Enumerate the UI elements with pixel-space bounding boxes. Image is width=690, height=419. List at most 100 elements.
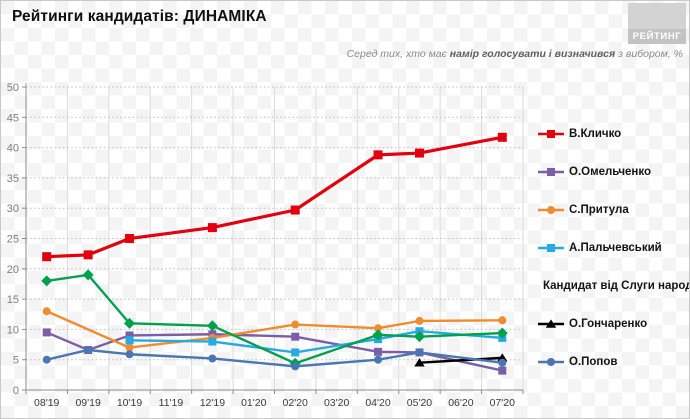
series-line: [46, 331, 503, 372]
legend-marker-triangle-icon: [538, 319, 564, 328]
data-point-marker: [291, 332, 300, 341]
subtitle-prefix: Серед тих, хто має: [346, 48, 450, 60]
series-line: [46, 273, 503, 365]
x-tick-label: 08'19: [34, 397, 60, 409]
legend-label: С.Притула: [569, 204, 629, 216]
series-line: [419, 356, 503, 364]
series-line: [129, 330, 503, 354]
series-0: [42, 132, 507, 262]
logo-label: РЕЙТИНГ: [632, 30, 682, 42]
y-tick-label: 15: [7, 294, 19, 306]
y-tick-label: 25: [7, 234, 19, 246]
data-point-marker: [125, 331, 134, 340]
subtitle-suffix: з вибором, %: [615, 48, 683, 60]
data-point-marker: [206, 320, 218, 332]
series-line: [46, 348, 503, 368]
chart-subtitle: Серед тих, хто має намір голосувати і ви…: [347, 48, 683, 60]
data-point-marker: [42, 252, 52, 262]
data-point-marker: [290, 205, 300, 215]
x-tick-label: 05'20: [407, 397, 433, 409]
data-point-marker: [372, 329, 384, 341]
data-point-marker: [125, 350, 134, 359]
chart-legend: В.Кличко О.Омельченко С.Притула А.Пальчевсь…: [538, 115, 690, 381]
data-point-marker: [125, 234, 135, 243]
data-point-marker: [498, 316, 507, 325]
rating-group-logo: РЕЙТИНГ: [628, 3, 686, 44]
data-point-marker: [125, 336, 134, 345]
y-tick-label: 50: [7, 82, 19, 94]
data-point-marker: [83, 250, 93, 260]
data-point-marker: [208, 354, 217, 363]
data-point-marker: [42, 307, 51, 316]
legend-label: В.Кличко: [569, 128, 622, 140]
data-point-marker: [374, 324, 383, 333]
legend-label: О.Попов: [569, 356, 618, 368]
x-tick-label: 07'20: [490, 397, 516, 409]
data-point-marker: [374, 347, 383, 356]
series-2: [42, 307, 507, 352]
data-point-marker: [207, 223, 217, 233]
legend-marker-square-icon: [538, 244, 564, 252]
legend-label: Кандидат від Слуги народу: [543, 280, 690, 292]
data-point-marker: [498, 358, 507, 367]
legend-marker-circle-icon: [538, 358, 564, 366]
y-tick-label: 40: [7, 143, 19, 155]
data-point-marker: [547, 206, 555, 214]
data-point-marker: [42, 328, 51, 337]
x-tick-label: 09'19: [75, 397, 101, 409]
data-point-marker: [415, 348, 424, 357]
x-tick-label: 11'19: [159, 397, 184, 409]
data-point-marker: [291, 348, 300, 357]
y-tick-label: 20: [7, 264, 19, 276]
data-point-marker: [82, 269, 94, 281]
data-point-marker: [84, 346, 93, 355]
data-point-marker: [374, 355, 383, 364]
legend-item-1: О.Омельченко: [538, 153, 688, 191]
legend-marker-circle-icon: [538, 206, 564, 214]
series-5: [414, 353, 508, 367]
data-point-marker: [545, 319, 557, 328]
y-tick-label: 10: [7, 324, 19, 336]
series-6: [42, 346, 507, 371]
y-tick-label: 5: [13, 355, 19, 367]
legend-item-2: С.Притула: [538, 191, 688, 229]
data-point-marker: [547, 130, 555, 138]
legend-marker-square-icon: [538, 168, 564, 176]
data-point-marker: [547, 358, 555, 366]
subtitle-bold: намір голосувати і визначився: [449, 48, 616, 60]
data-point-marker: [414, 148, 424, 158]
x-tick-label: 03'20: [324, 397, 350, 409]
data-point-marker: [42, 355, 51, 364]
legend-item-4: Кандидат від Слуги народу: [538, 267, 690, 305]
data-point-marker: [415, 316, 424, 325]
data-point-marker: [547, 244, 555, 252]
legend-item-6: О.Попов: [538, 343, 688, 381]
x-tick-label: 12'19: [200, 397, 226, 409]
data-point-marker: [291, 362, 300, 371]
data-point-marker: [291, 320, 300, 329]
data-point-marker: [41, 275, 53, 287]
legend-item-3: А.Пальчевський: [538, 229, 688, 267]
data-point-marker: [497, 353, 508, 362]
y-tick-label: 30: [7, 203, 19, 215]
data-point-marker: [125, 343, 134, 352]
x-tick-label: 04'20: [365, 397, 391, 409]
legend-marker-square-icon: [538, 130, 564, 138]
y-tick-label: 35: [7, 173, 19, 185]
x-tick-label: 02'20: [283, 397, 309, 409]
data-point-marker: [208, 337, 217, 346]
series-line: [46, 135, 503, 259]
data-point-marker: [496, 327, 508, 339]
data-point-marker: [497, 132, 507, 142]
y-tick-label: 45: [7, 112, 19, 124]
x-tick-label: 01'20: [241, 397, 267, 409]
logo-bar: РЕЙТИНГ: [628, 29, 686, 44]
data-point-marker: [124, 317, 136, 329]
legend-label: А.Пальчевський: [569, 242, 662, 254]
data-point-marker: [413, 331, 425, 343]
data-point-marker: [373, 150, 383, 160]
data-point-marker: [547, 168, 555, 176]
y-tick-label: 0: [13, 385, 19, 397]
